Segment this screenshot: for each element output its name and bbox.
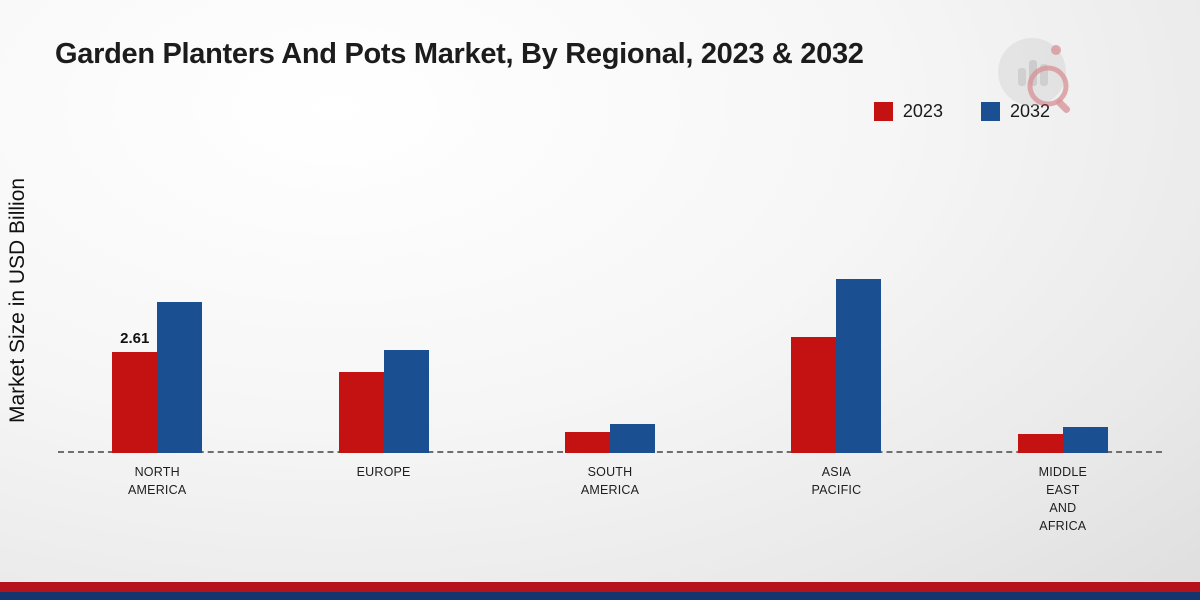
footer-navy-stripe xyxy=(0,592,1200,600)
category-label-north-america: NORTH AMERICA xyxy=(128,465,187,498)
bar-2032-middle-east-and-africa xyxy=(1062,427,1108,453)
footer-red-stripe xyxy=(0,582,1200,592)
bar-2023-europe xyxy=(338,372,384,453)
category-label-middle-east-and-africa: MIDDLE EAST AND AFRICA xyxy=(1038,465,1088,534)
legend-swatch-2023-icon xyxy=(873,102,893,121)
bar-value-label: 2.61 xyxy=(120,330,150,347)
chart-title: Garden Planters And Pots Market, By Regi… xyxy=(55,38,864,70)
bar-2023-asia-pacific xyxy=(791,337,837,453)
legend-item-2023: 2023 xyxy=(873,101,943,122)
bar-2023-north-america: 2.61 xyxy=(112,330,158,453)
legend-item-2032: 2032 xyxy=(980,101,1050,122)
legend-swatch-2032-icon xyxy=(980,102,1000,121)
category-label-south-america: SOUTH AMERICA xyxy=(580,465,640,498)
mrfr-logo-icon xyxy=(990,34,1082,121)
legend-label-2023: 2023 xyxy=(902,101,943,121)
legend: 2023 2032 xyxy=(873,101,1050,122)
bar-2023-middle-east-and-africa xyxy=(1017,434,1063,453)
category-label-europe: EUROPE xyxy=(356,465,411,479)
bar-2032-europe xyxy=(383,350,429,453)
bar-2023-south-america xyxy=(565,432,611,453)
bar-2032-south-america xyxy=(610,424,656,453)
legend-label-2032: 2032 xyxy=(1009,101,1050,121)
category-label-asia-pacific: ASIA PACIFIC xyxy=(811,465,862,498)
y-axis-label: Market Size in USD Billion xyxy=(6,177,29,423)
bar-2032-north-america xyxy=(157,302,203,453)
bar-2032-asia-pacific xyxy=(836,279,882,453)
